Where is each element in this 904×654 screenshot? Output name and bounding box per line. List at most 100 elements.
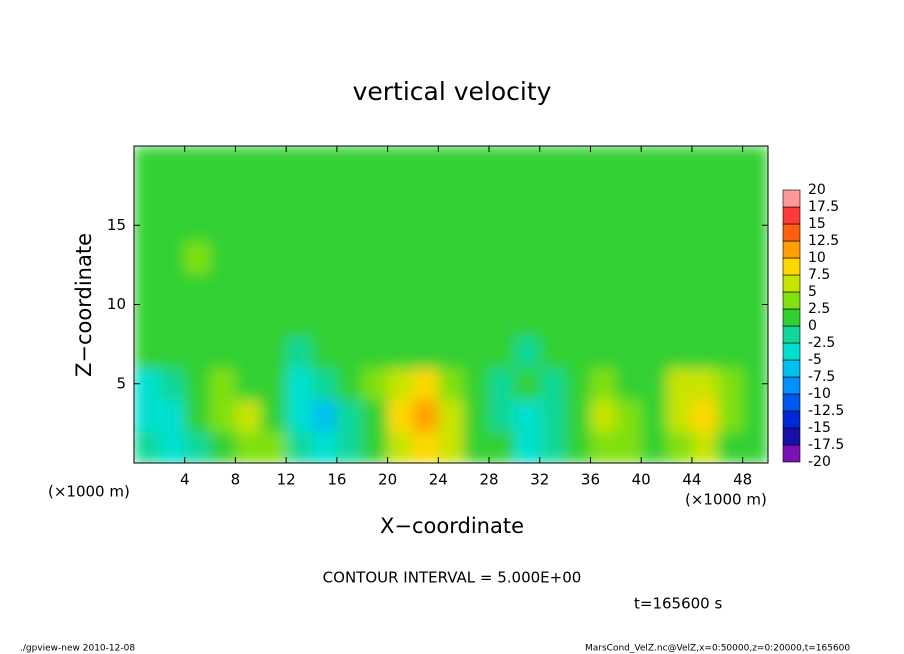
heat-cell bbox=[438, 431, 465, 463]
heat-cell bbox=[235, 431, 262, 463]
heat-cell bbox=[641, 336, 668, 369]
heat-cell bbox=[362, 431, 389, 463]
heat-cell bbox=[311, 241, 338, 274]
heat-cell bbox=[742, 431, 768, 463]
heat-cell bbox=[666, 272, 693, 305]
heat-cell bbox=[666, 146, 693, 179]
heat-cell bbox=[514, 431, 541, 463]
colorbar-swatch bbox=[782, 410, 801, 429]
heat-cell bbox=[387, 209, 414, 242]
heat-cell bbox=[742, 336, 768, 369]
heat-cell bbox=[260, 177, 287, 210]
heat-cell bbox=[641, 272, 668, 305]
heat-cell bbox=[615, 304, 642, 337]
heat-cell bbox=[463, 399, 490, 432]
heat-cell bbox=[412, 336, 439, 369]
heat-cell bbox=[336, 336, 363, 369]
heat-cell bbox=[159, 209, 186, 242]
heat-cell bbox=[134, 336, 160, 369]
y-tick-label: 10 bbox=[107, 295, 126, 313]
heat-cell bbox=[615, 146, 642, 179]
heat-cell bbox=[260, 304, 287, 337]
heat-cell bbox=[438, 272, 465, 305]
heat-cell bbox=[134, 241, 160, 274]
x-tick-label: 28 bbox=[479, 471, 498, 489]
heat-cell bbox=[590, 431, 617, 463]
heat-cell bbox=[210, 177, 236, 210]
heat-cell bbox=[438, 209, 465, 242]
heat-cell bbox=[362, 209, 389, 242]
heat-cell bbox=[691, 399, 718, 432]
heat-cell bbox=[260, 336, 287, 369]
heat-cell bbox=[590, 399, 617, 432]
y-tick-label: 5 bbox=[116, 374, 126, 392]
heat-cell bbox=[260, 431, 287, 463]
heat-cell bbox=[691, 304, 718, 337]
heat-cell bbox=[286, 367, 313, 401]
colorbar-label: 20 bbox=[808, 182, 826, 198]
heat-cell bbox=[286, 431, 313, 463]
heat-cell bbox=[159, 431, 186, 463]
heat-cell bbox=[691, 146, 718, 179]
heat-cell bbox=[539, 272, 566, 305]
heat-cell bbox=[311, 177, 338, 210]
heat-cell bbox=[311, 304, 338, 337]
heat-cell bbox=[641, 431, 668, 463]
heat-cell bbox=[210, 336, 236, 369]
heat-cell bbox=[514, 146, 541, 179]
heat-cell bbox=[286, 272, 313, 305]
heat-cell bbox=[742, 272, 768, 305]
colorbar-label: -10 bbox=[808, 386, 831, 402]
heat-cell bbox=[412, 304, 439, 337]
heat-cell bbox=[235, 367, 262, 401]
heat-cell bbox=[463, 209, 490, 242]
heat-cell bbox=[565, 431, 591, 463]
heat-cell bbox=[134, 304, 160, 337]
heat-cell bbox=[362, 177, 389, 210]
heat-cell bbox=[336, 241, 363, 274]
heat-cell bbox=[590, 241, 617, 274]
heat-cell bbox=[362, 241, 389, 274]
colorbar-swatch bbox=[782, 342, 801, 361]
heat-cell bbox=[489, 304, 515, 337]
heat-cell bbox=[362, 146, 389, 179]
heat-cell bbox=[539, 399, 566, 432]
heat-cell bbox=[311, 336, 338, 369]
heat-cell bbox=[463, 177, 490, 210]
heat-cell bbox=[159, 272, 186, 305]
colorbar-label: -17.5 bbox=[808, 437, 844, 453]
heat-cell bbox=[615, 177, 642, 210]
heat-cell bbox=[412, 399, 439, 432]
heat-cell bbox=[260, 146, 287, 179]
colorbar-label: 2.5 bbox=[808, 301, 830, 317]
heat-cell bbox=[641, 367, 668, 401]
cells bbox=[134, 146, 768, 463]
heat-cell bbox=[539, 336, 566, 369]
heat-cell bbox=[691, 336, 718, 369]
heat-cell bbox=[438, 146, 465, 179]
heat-cell bbox=[362, 272, 389, 305]
colorbar-label: 0 bbox=[808, 318, 817, 334]
heat-cell bbox=[412, 177, 439, 210]
heat-cell bbox=[184, 399, 211, 432]
x-tick-label: 40 bbox=[632, 471, 651, 489]
heat-cell bbox=[184, 431, 211, 463]
colorbar-label: 17.5 bbox=[808, 199, 839, 215]
heat-cell bbox=[412, 431, 439, 463]
heat-cell bbox=[387, 399, 414, 432]
heat-cell bbox=[539, 304, 566, 337]
x-tick-label: 32 bbox=[530, 471, 549, 489]
heat-cell bbox=[260, 272, 287, 305]
heat-cell bbox=[565, 146, 591, 179]
heat-cell bbox=[235, 209, 262, 242]
heat-cell bbox=[159, 177, 186, 210]
heat-cell bbox=[641, 146, 668, 179]
heat-cell bbox=[615, 336, 642, 369]
colorbar-swatch bbox=[782, 274, 801, 293]
heat-cell bbox=[134, 272, 160, 305]
x-tick-label: 36 bbox=[581, 471, 600, 489]
heat-cell bbox=[666, 336, 693, 369]
colorbar-label: -12.5 bbox=[808, 403, 844, 419]
heat-cell bbox=[336, 209, 363, 242]
heat-cell bbox=[336, 367, 363, 401]
